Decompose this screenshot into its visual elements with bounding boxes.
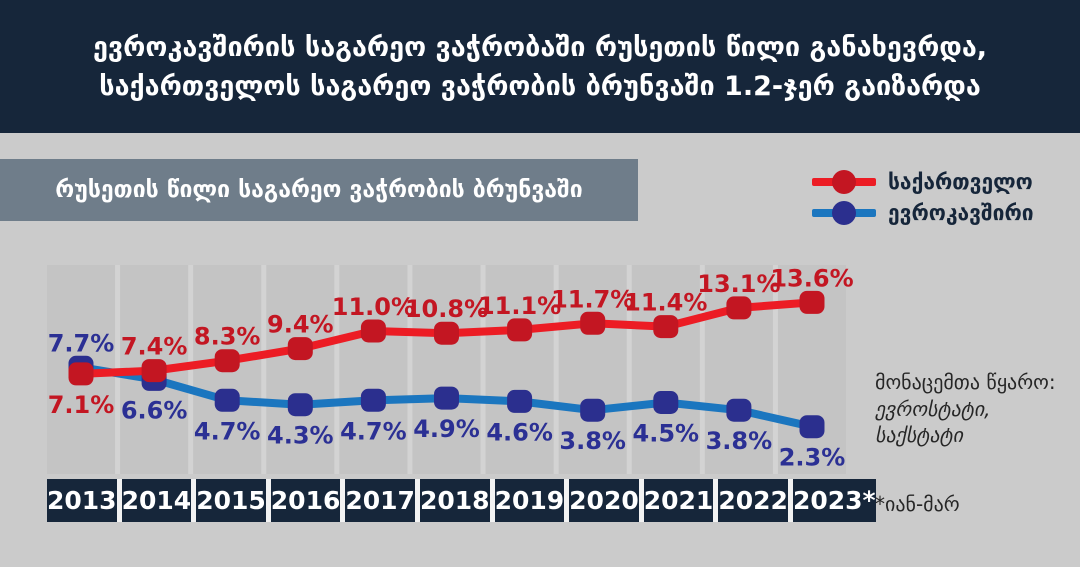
georgia-data-point-marker: [507, 318, 533, 342]
eu-data-label: 3.8%: [559, 427, 626, 455]
eu-data-point-marker: [434, 386, 459, 410]
column-band: [412, 265, 481, 474]
year-cell: 2019: [494, 479, 565, 522]
year-cell: 2023*: [792, 479, 876, 522]
year-axis: 2013 2014 2015 2016 2017 2018 2019 2020 2021 2022…: [47, 479, 876, 522]
eu-data-point-marker: [726, 398, 752, 422]
year-cell: 2017: [345, 479, 415, 522]
eu-data-label: 4.7%: [340, 417, 407, 445]
column-band: [339, 265, 408, 474]
trade-chart-svg: 7.1% 7.4% 8.3% 9.4%11.0%10.8%11.1%11.7%11.4…: [47, 264, 854, 474]
subtitle-box: რუსეთის წილი საგარეო ვაჭრობის ბრუნვაში: [0, 159, 638, 221]
subtitle-label: რუსეთის წილი საგარეო ვაჭრობის ბრუნვაში: [55, 177, 583, 203]
georgia-data-point-marker: [214, 349, 240, 373]
year-cell: 2013: [47, 479, 117, 522]
georgia-data-point-marker: [653, 315, 679, 339]
eu-data-label: 7.7%: [48, 329, 115, 357]
eu-data-point-marker: [214, 388, 240, 412]
eu-data-point-marker: [799, 415, 825, 439]
eu-data-label: 4.7%: [194, 417, 261, 445]
georgia-data-label: 7.4%: [121, 333, 188, 361]
eu-data-point-marker: [360, 388, 386, 412]
year-cell: 2014: [121, 479, 192, 522]
georgia-data-point-marker: [580, 311, 606, 335]
georgia-data-point-marker: [141, 359, 167, 383]
eu-data-label: 4.9%: [413, 415, 480, 443]
legend-line-marker-icon: [812, 200, 876, 225]
georgia-data-label: 11.0%: [332, 293, 415, 321]
georgia-data-point-marker: [799, 290, 825, 314]
georgia-data-label: 9.4%: [267, 311, 334, 339]
georgia-data-point-marker: [360, 319, 386, 343]
column-band: [485, 265, 554, 474]
legend-dot-icon: [832, 200, 856, 225]
eu-data-label: 4.3%: [267, 422, 334, 450]
georgia-data-label: 7.1%: [48, 391, 115, 419]
legend-label-eu: ევროკავშირი: [888, 200, 1034, 225]
year-cell: 2020: [569, 479, 639, 522]
legend-item: ევროკავშირი: [812, 197, 1034, 228]
year-cell: 2015: [196, 479, 266, 522]
source-item: საქსტატი: [875, 423, 963, 447]
header-bar: ევროკავშირის საგარეო ვაჭრობაში რუსეთის წ…: [0, 0, 1080, 133]
page-title-line1: ევროკავშირის საგარეო ვაჭრობაში რუსეთის წ…: [92, 31, 988, 63]
eu-data-point-marker: [580, 398, 606, 422]
column-band: [266, 265, 335, 474]
georgia-data-point-marker: [287, 337, 313, 361]
legend-item: საქართველო: [812, 166, 1034, 197]
chart-area: 7.1% 7.4% 8.3% 9.4% 11.0% 10.8% 11.1% 11.7% 11.4…: [47, 264, 854, 474]
georgia-data-label: 11.7%: [551, 285, 634, 313]
georgia-data-label: 13.6%: [770, 264, 853, 292]
page-title-line2: საქართველოს საგარეო ვაჭრობის ბრუნვაში 1.…: [99, 70, 981, 102]
year-cell: 2021: [643, 479, 714, 522]
eu-data-point-marker: [507, 389, 533, 413]
eu-data-label: 6.6%: [121, 396, 188, 424]
eu-data-point-marker: [287, 393, 313, 417]
georgia-data-label: 10.8%: [405, 295, 488, 323]
georgia-data-label: 11.4%: [624, 289, 707, 317]
year-cell: 2016: [270, 479, 341, 522]
georgia-data-label: 13.1%: [697, 270, 780, 298]
georgia-data-point-marker: [68, 362, 94, 386]
legend-label-georgia: საქართველო: [888, 169, 1033, 194]
legend-line-marker-icon: [812, 169, 876, 194]
column-band: [631, 265, 700, 474]
column-band: [558, 265, 627, 474]
chart-legend: საქართველო ევროკავშირი: [812, 166, 1034, 228]
legend-dot-icon: [832, 169, 856, 194]
eu-data-label: 4.6%: [486, 418, 553, 446]
eu-data-label: 3.8%: [706, 427, 773, 455]
year-cell: 2018: [419, 479, 490, 522]
footnote-label: *იან-მარ: [875, 492, 960, 516]
year-cell: 2022: [718, 479, 788, 522]
eu-data-label: 2.3%: [779, 444, 846, 472]
georgia-data-label: 8.3%: [194, 323, 261, 351]
source-note: მონაცემთა წყარო: ევროსტატი, საქსტატი: [875, 369, 1075, 448]
georgia-data-label: 11.1%: [478, 292, 561, 320]
eu-data-point-marker: [653, 391, 679, 414]
source-label: მონაცემთა წყარო:: [875, 370, 1056, 394]
eu-data-label: 4.5%: [633, 420, 700, 448]
source-item: ევროსტატი,: [875, 397, 991, 421]
georgia-data-point-marker: [434, 321, 459, 345]
georgia-data-point-marker: [726, 296, 752, 320]
